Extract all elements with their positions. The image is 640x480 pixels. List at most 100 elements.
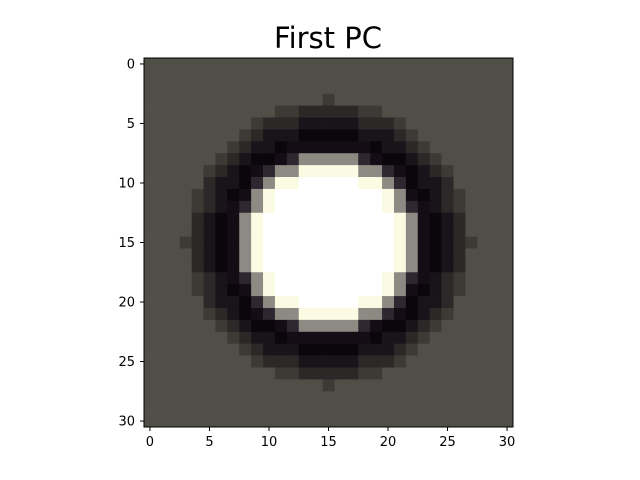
heatmap-cell [465, 415, 478, 428]
heatmap-cell [429, 331, 442, 345]
heatmap-cell [393, 260, 407, 273]
heatmap-cell [144, 165, 157, 178]
heatmap-cell [405, 260, 419, 273]
heatmap-cell [251, 367, 264, 380]
heatmap-cell [489, 200, 502, 214]
heatmap-cell [144, 296, 157, 309]
heatmap-cell [346, 403, 359, 416]
heatmap-cell [477, 248, 490, 261]
heatmap-cell [393, 331, 407, 345]
heatmap-cell [477, 141, 490, 154]
heatmap-cell [167, 224, 181, 237]
heatmap-cell [346, 165, 359, 178]
heatmap-cell [215, 296, 228, 309]
heatmap-cell [144, 272, 157, 285]
heatmap-cell [144, 58, 157, 71]
heatmap-cell [465, 367, 478, 380]
heatmap-cell [263, 319, 276, 333]
heatmap-cell [334, 379, 347, 392]
heatmap-cell [263, 296, 276, 309]
heatmap-cell [465, 177, 478, 190]
heatmap-cell [465, 331, 478, 345]
heatmap-cell [358, 355, 371, 368]
heatmap-cell [382, 224, 395, 237]
heatmap-cell [465, 319, 478, 333]
x-tick-label: 10 [261, 435, 278, 450]
heatmap-cell [239, 355, 252, 368]
heatmap-cell [167, 69, 181, 83]
heatmap-cell [239, 224, 252, 237]
heatmap-cell [251, 391, 264, 404]
heatmap-cell [417, 81, 431, 95]
heatmap-cell [334, 105, 347, 118]
heatmap-cell [441, 307, 454, 321]
heatmap-cell [203, 129, 216, 142]
heatmap-cell [215, 367, 228, 380]
heatmap-cell [286, 224, 300, 237]
heatmap-cell [441, 200, 454, 214]
heatmap-cell [441, 153, 454, 166]
heatmap-cell [298, 331, 311, 345]
heatmap-cell [144, 343, 157, 356]
heatmap-cell [334, 93, 347, 106]
heatmap-cell [417, 69, 431, 83]
heatmap-cell [239, 379, 252, 392]
heatmap-cell [310, 343, 323, 356]
heatmap-cell [227, 331, 240, 345]
heatmap-cell [274, 165, 288, 178]
heatmap-cell [358, 343, 371, 356]
heatmap-cell [322, 188, 335, 202]
heatmap-cell [286, 236, 300, 249]
heatmap-cell [429, 165, 442, 178]
heatmap-cell [334, 81, 347, 95]
heatmap-cell [346, 391, 359, 404]
heatmap-cell [370, 200, 383, 214]
heatmap-cell [251, 296, 264, 309]
heatmap-cell [179, 117, 192, 130]
heatmap-cell [346, 319, 359, 333]
heatmap-cell [417, 296, 431, 309]
heatmap-cell [322, 260, 335, 273]
heatmap-cell [465, 248, 478, 261]
heatmap-cell [179, 105, 192, 118]
heatmap-cell [191, 105, 204, 118]
heatmap-cell [239, 415, 252, 428]
heatmap-cell [393, 129, 407, 142]
heatmap-cell [465, 296, 478, 309]
heatmap-cell [489, 177, 502, 190]
heatmap-cell [274, 296, 288, 309]
heatmap-cell [298, 105, 311, 118]
heatmap-cell [358, 153, 371, 166]
heatmap-cell [203, 367, 216, 380]
heatmap-cell [263, 379, 276, 392]
heatmap-cell [239, 69, 252, 83]
heatmap-cell [227, 403, 240, 416]
heatmap-cell [334, 355, 347, 368]
heatmap-cell [215, 93, 228, 106]
heatmap-cell [382, 331, 395, 345]
heatmap-cell [382, 188, 395, 202]
heatmap-cell [501, 319, 514, 333]
heatmap-cell [298, 248, 311, 261]
heatmap-cell [477, 224, 490, 237]
heatmap-cell [263, 58, 276, 71]
heatmap-cell [334, 403, 347, 416]
heatmap-cell [346, 248, 359, 261]
heatmap-cell [179, 93, 192, 106]
heatmap-cell [429, 81, 442, 95]
heatmap-cell [251, 117, 264, 130]
heatmap-cell [227, 307, 240, 321]
heatmap-cell [251, 224, 264, 237]
heatmap-cell [489, 272, 502, 285]
heatmap-cell [501, 284, 514, 297]
y-axis: 0 5 10 15 20 25 30 [118, 57, 144, 430]
heatmap-cell [393, 403, 407, 416]
heatmap-cell [453, 319, 466, 333]
heatmap-cell [167, 248, 181, 261]
heatmap-cell [239, 272, 252, 285]
heatmap-cell [429, 307, 442, 321]
heatmap-cell [441, 391, 454, 404]
heatmap-cell [239, 93, 252, 106]
heatmap-cell [215, 331, 228, 345]
heatmap-cell [405, 319, 419, 333]
